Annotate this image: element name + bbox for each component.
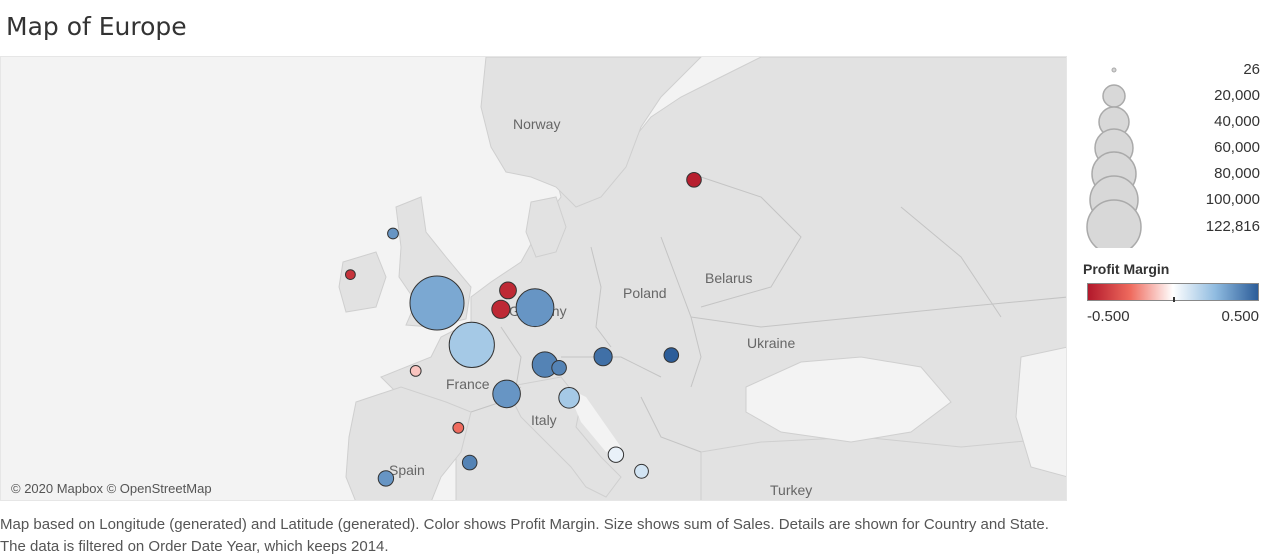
data-point[interactable] [377, 470, 395, 487]
label-norway: Norway [513, 116, 560, 132]
adriatic-sea [566, 387, 621, 452]
size-legend-circle-2 [1102, 84, 1126, 108]
data-point[interactable] [607, 446, 625, 463]
size-legend-circles [1086, 67, 1142, 248]
size-legend-circle-7 [1086, 199, 1142, 248]
black-sea [745, 356, 952, 443]
data-point[interactable] [499, 281, 517, 300]
data-point[interactable] [387, 227, 399, 240]
label-turkey: Turkey [770, 482, 812, 498]
land-anatolia [700, 436, 1066, 500]
land-scandinavia [480, 57, 702, 208]
data-point[interactable] [558, 387, 580, 409]
size-legend-label: 40,000 [1214, 113, 1260, 130]
color-legend-center-tick [1173, 297, 1175, 302]
data-point[interactable] [448, 321, 495, 368]
data-point[interactable] [515, 288, 555, 328]
color-legend-max: 0.500 [1221, 308, 1259, 325]
page-title: Map of Europe [6, 12, 187, 41]
land-denmark [525, 196, 567, 258]
size-legend-label: 80,000 [1214, 165, 1260, 182]
caption: Map based on Longitude (generated) and L… [0, 516, 1049, 555]
caspian-sea [1015, 346, 1066, 477]
data-marks[interactable] [345, 172, 702, 487]
size-legend-label: 100,000 [1205, 191, 1260, 208]
data-point[interactable] [686, 172, 702, 188]
label-poland: Poland [623, 285, 667, 301]
map-view[interactable]: Norway Poland Belarus Ukraine Turkey Ger… [0, 56, 1067, 501]
map-canvas[interactable]: Norway Poland Belarus Ukraine Turkey Ger… [1, 57, 1067, 501]
label-france: France [446, 376, 490, 392]
data-point[interactable] [461, 454, 478, 471]
label-belarus: Belarus [705, 270, 752, 286]
data-point[interactable] [551, 360, 567, 376]
label-ukraine: Ukraine [747, 335, 795, 351]
size-legend-label: 122,816 [1205, 218, 1260, 235]
color-legend-title: Profit Margin [1083, 261, 1170, 277]
label-italy: Italy [531, 412, 557, 428]
data-point[interactable] [634, 463, 649, 479]
size-legend-circle-1 [1111, 67, 1117, 73]
data-point[interactable] [452, 421, 465, 434]
country-borders [470, 176, 1066, 453]
data-point[interactable] [492, 379, 521, 409]
size-legend-label: 60,000 [1214, 139, 1260, 156]
label-spain: Spain [389, 462, 425, 478]
data-point[interactable] [409, 365, 422, 377]
data-point[interactable] [345, 269, 356, 281]
map-attribution[interactable]: © 2020 Mapbox © OpenStreetMap [11, 481, 212, 496]
color-legend-min: -0.500 [1087, 308, 1130, 325]
data-point[interactable] [409, 275, 465, 331]
size-legend-label: 26 [1243, 61, 1260, 78]
data-point[interactable] [663, 347, 680, 363]
size-legend: 26 20,000 40,000 60,000 80,000 100,000 1… [1080, 58, 1260, 248]
size-legend-label: 20,000 [1214, 87, 1260, 104]
land-ireland [338, 251, 387, 313]
data-point[interactable] [491, 299, 511, 319]
data-point[interactable] [593, 347, 613, 367]
land-iberia [345, 386, 472, 500]
